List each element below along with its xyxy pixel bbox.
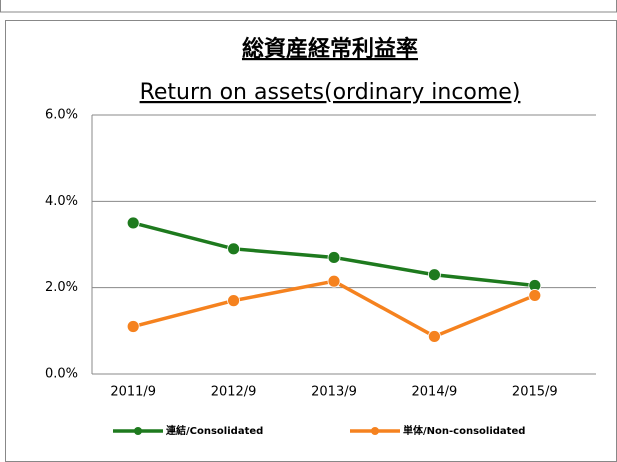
x-tick-label: 2015/9 [512,385,558,400]
y-tick-label: 0.0% [45,367,78,382]
y-tick-label: 4.0% [45,194,78,209]
point [427,330,441,343]
legend-label: 連結/Consolidated [166,424,263,437]
point [327,274,341,288]
point [126,320,140,333]
chart-title: 総資産経常利益率 [242,36,418,62]
chart-frame [5,20,617,462]
x-tick-label: 2011/9 [110,385,156,400]
top-frame [0,0,617,13]
legend-marker [371,427,379,435]
chart-subtitle: Return on assets(ordinary income) [140,80,521,105]
legend-label: 単体/Non-consolidated [403,424,525,437]
y-tick-label: 6.0% [45,108,78,123]
point [227,294,241,308]
legend-marker [134,427,142,435]
x-tick-label: 2013/9 [311,385,357,400]
x-tick-label: 2012/9 [211,385,257,400]
x-tick-label: 2014/9 [412,385,458,400]
point [427,268,441,282]
point [126,216,140,230]
point [528,289,542,302]
point [227,242,241,256]
y-tick-label: 2.0% [45,280,78,295]
point [327,251,341,264]
